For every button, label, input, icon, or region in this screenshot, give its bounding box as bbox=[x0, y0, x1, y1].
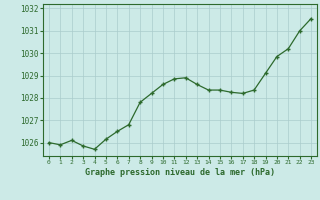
X-axis label: Graphe pression niveau de la mer (hPa): Graphe pression niveau de la mer (hPa) bbox=[85, 168, 275, 177]
